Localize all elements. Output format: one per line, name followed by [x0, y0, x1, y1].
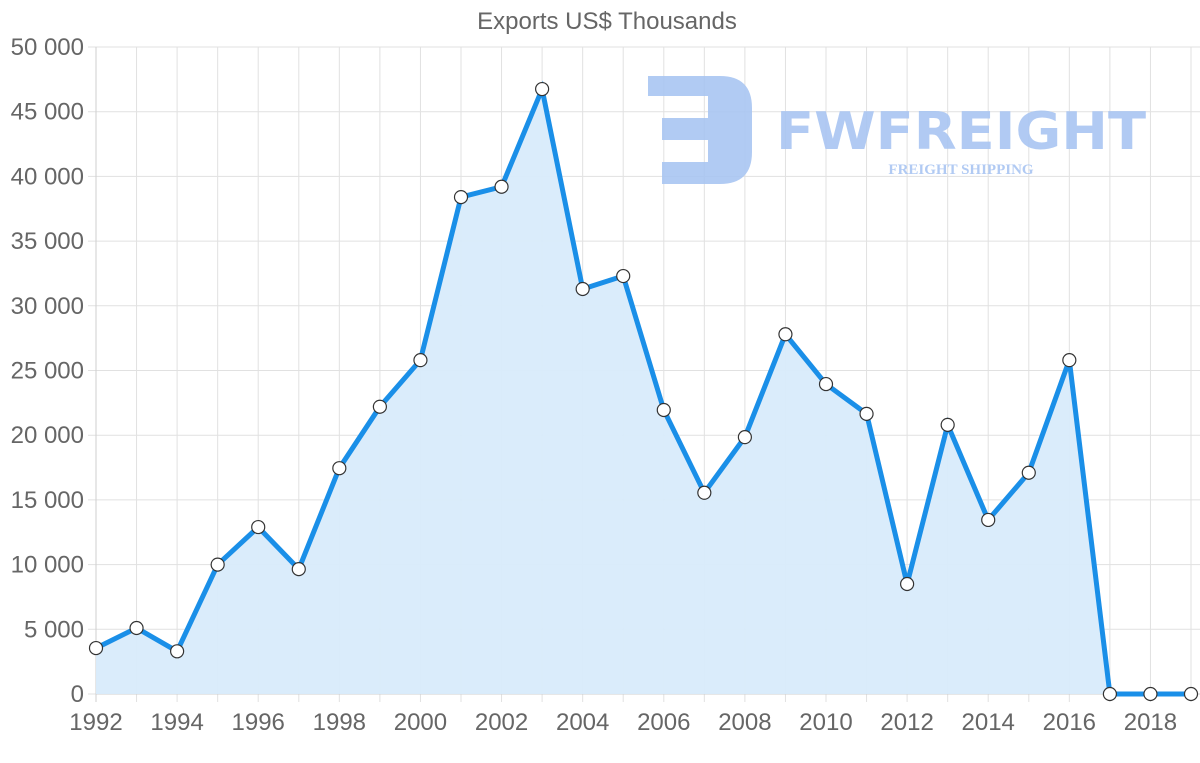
x-tick-label: 1994 [150, 709, 203, 736]
data-point[interactable] [210, 557, 225, 572]
data-point[interactable] [778, 327, 793, 342]
data-point[interactable] [656, 402, 671, 418]
x-tick-label: 1996 [232, 709, 285, 736]
y-tick-label: 5 000 [24, 616, 84, 643]
x-tick-label: 1992 [69, 709, 122, 736]
data-point[interactable] [1021, 465, 1036, 480]
data-point[interactable] [291, 562, 306, 577]
data-point[interactable] [1062, 353, 1077, 368]
data-point[interactable] [940, 417, 955, 432]
x-tick-label: 2012 [880, 709, 933, 736]
y-tick-label: 30 000 [11, 293, 84, 320]
y-tick-label: 35 000 [11, 228, 84, 255]
data-point[interactable] [575, 281, 590, 297]
x-tick-label: 2010 [799, 709, 852, 736]
data-markers [88, 81, 1199, 702]
x-tick-label: 2004 [556, 709, 609, 736]
data-point[interactable] [981, 512, 996, 528]
x-tick-label: 2008 [718, 709, 771, 736]
data-point[interactable] [737, 430, 752, 445]
x-tick-label: 2014 [962, 709, 1015, 736]
data-point[interactable] [129, 620, 144, 636]
y-tick-label: 10 000 [11, 552, 84, 579]
data-point[interactable] [1102, 686, 1117, 702]
y-axis: 0 5 000 10 000 15 000 20 000 25 000 30 000 35 0… [11, 34, 84, 708]
data-point[interactable] [697, 485, 712, 500]
data-point[interactable] [859, 406, 874, 421]
y-tick-label: 40 000 [11, 163, 84, 190]
data-point[interactable] [535, 81, 550, 97]
y-tick-label: 20 000 [11, 422, 84, 449]
logo-mark-icon [648, 76, 752, 184]
x-tick-label: 2006 [637, 709, 690, 736]
data-point[interactable] [251, 519, 266, 535]
y-tick-label: 15 000 [11, 487, 84, 514]
data-point[interactable] [1183, 686, 1199, 702]
x-tick-label: 2000 [394, 709, 447, 736]
x-tick-label: 2002 [475, 709, 528, 736]
y-tick-label: 0 [71, 681, 84, 708]
data-point[interactable] [332, 461, 347, 476]
watermark-brand: FWFREIGHT [776, 102, 1147, 162]
area-fill-path [96, 89, 1191, 695]
y-tick-label: 45 000 [11, 99, 84, 126]
data-point[interactable] [616, 268, 631, 284]
x-tick-label: 2016 [1043, 709, 1096, 736]
data-point[interactable] [372, 399, 387, 414]
watermark-tagline: FREIGHT SHIPPING [888, 162, 1033, 178]
data-point[interactable] [900, 576, 915, 592]
data-point[interactable] [1143, 686, 1158, 702]
area-fill [96, 89, 1191, 695]
data-line [94, 80, 1191, 697]
y-tick-label: 50 000 [11, 34, 84, 61]
data-point[interactable] [494, 179, 509, 194]
data-point[interactable] [88, 640, 104, 656]
data-point[interactable] [818, 376, 834, 392]
data-point[interactable] [170, 644, 185, 659]
x-axis: 1992 1994 1996 1998 2000 2002 2004 2006 2008 2010… [69, 709, 1177, 736]
data-point[interactable] [413, 353, 428, 368]
x-tick-label: 1998 [313, 709, 366, 736]
y-tick-label: 25 000 [11, 358, 84, 385]
series-line [94, 80, 1191, 697]
watermark-logo: FWFREIGHT FREIGHT SHIPPING [648, 76, 1147, 184]
chart-title: Exports US$ Thousands [477, 8, 737, 35]
data-point[interactable] [453, 190, 469, 205]
x-tick-label: 2018 [1124, 709, 1177, 736]
